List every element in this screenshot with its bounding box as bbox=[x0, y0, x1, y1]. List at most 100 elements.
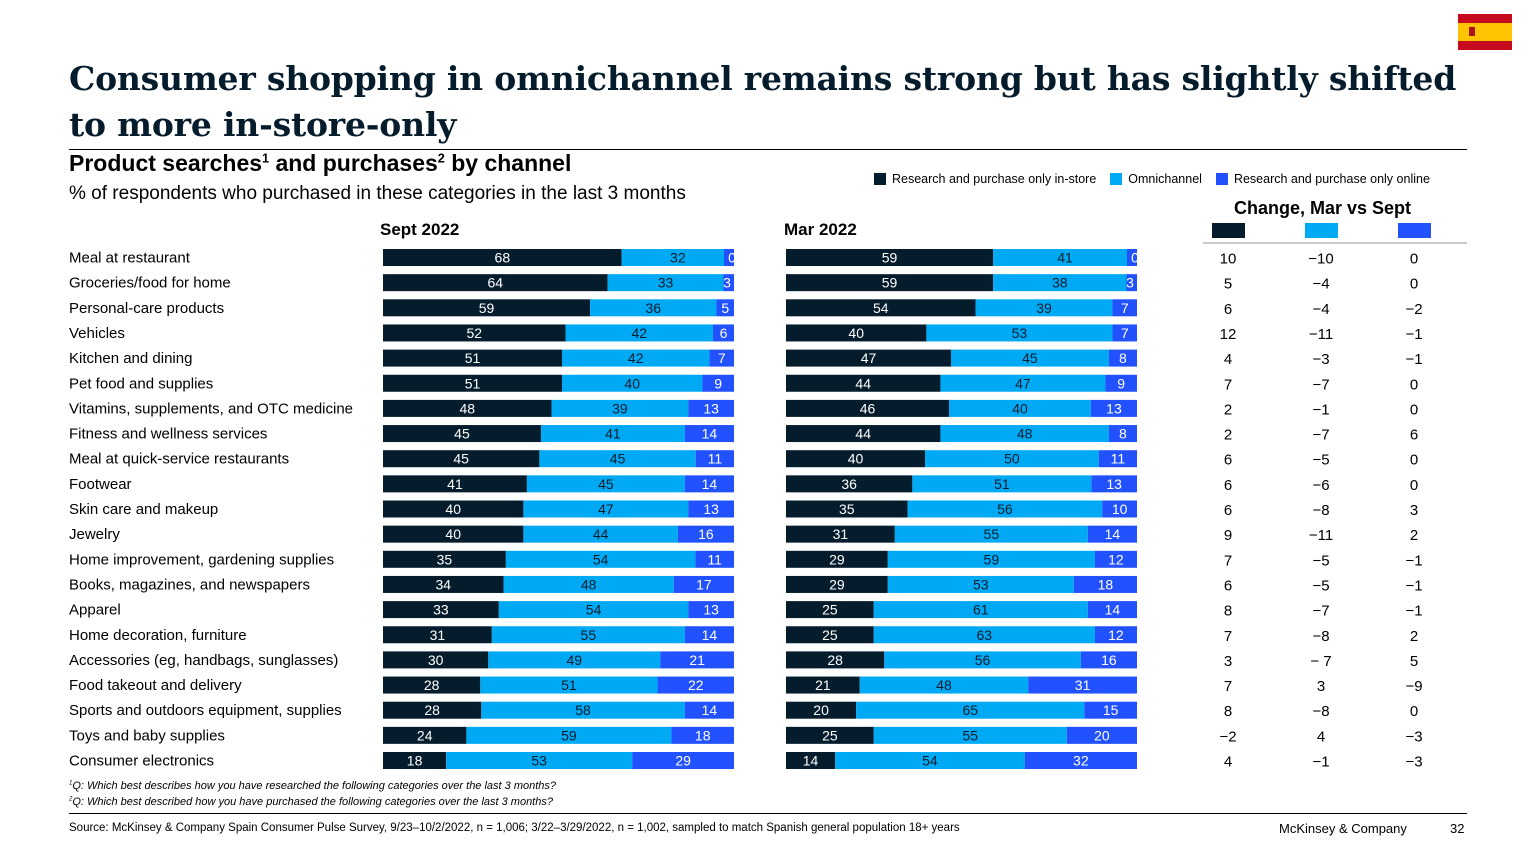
bar-label-mar-instore: 44 bbox=[855, 375, 871, 391]
bar-mar-instore bbox=[786, 324, 927, 342]
bar-label-mar-online: 14 bbox=[1105, 602, 1121, 618]
bar-mar-instore bbox=[786, 299, 976, 317]
bar-sept-instore bbox=[383, 726, 467, 744]
bar-mar-omnichannel bbox=[950, 349, 1109, 367]
bar-mar-omnichannel bbox=[912, 475, 1092, 493]
bar-label-mar-instore: 31 bbox=[833, 526, 849, 542]
bar-sept-instore bbox=[383, 349, 563, 367]
bar-mar-omnichannel bbox=[887, 575, 1074, 593]
spain-flag-icon bbox=[1458, 14, 1512, 50]
bar-mar-instore bbox=[786, 575, 888, 593]
change-value-omnichannel: −11 bbox=[1309, 326, 1333, 343]
bar-label-mar-online: 9 bbox=[1117, 375, 1125, 391]
bar-label-sept-omnichannel: 42 bbox=[631, 325, 647, 341]
bar-mar-omnichannel bbox=[835, 752, 1025, 769]
chart-legend: Research and purchase only in-store Omni… bbox=[874, 172, 1430, 186]
change-value-online: 2 bbox=[1410, 628, 1418, 645]
bar-label-mar-online: 11 bbox=[1111, 451, 1126, 467]
change-value-instore: 4 bbox=[1224, 351, 1232, 368]
legend-swatch-online bbox=[1215, 173, 1228, 185]
bar-mar-instore bbox=[786, 676, 860, 694]
change-swatch-omnichannel bbox=[1305, 223, 1338, 238]
bar-sept-instore bbox=[383, 249, 622, 266]
flag-stripe-top bbox=[1458, 14, 1512, 23]
change-value-instore: 12 bbox=[1220, 326, 1237, 343]
bar-label-sept-instore: 18 bbox=[407, 753, 423, 769]
bar-label-mar-omnichannel: 63 bbox=[977, 627, 993, 643]
bar-label-sept-omnichannel: 54 bbox=[586, 602, 602, 618]
bar-sept-instore bbox=[383, 752, 447, 769]
bar-sept-instore bbox=[383, 525, 524, 543]
bar-label-mar-instore: 20 bbox=[813, 702, 829, 718]
bar-mar-omnichannel bbox=[940, 374, 1106, 392]
bar-sept-instore bbox=[383, 324, 566, 342]
change-value-online: −9 bbox=[1405, 678, 1422, 695]
bar-mar-instore bbox=[786, 349, 951, 367]
bar-label-mar-online: 7 bbox=[1121, 300, 1129, 316]
bar-label-mar-omnichannel: 41 bbox=[1057, 250, 1073, 266]
bar-mar-online bbox=[1087, 601, 1137, 619]
bar-label-sept-online: 14 bbox=[702, 476, 718, 492]
change-value-instore: 6 bbox=[1224, 477, 1232, 494]
bar-sept-omnichannel bbox=[488, 651, 661, 669]
bar-sept-omnichannel bbox=[481, 701, 685, 719]
bar-mar-omnichannel bbox=[859, 676, 1029, 694]
panel-title-sept: Sept 2022 bbox=[380, 220, 459, 239]
bar-label-sept-instore: 64 bbox=[488, 275, 504, 291]
bar-label-sept-online: 21 bbox=[689, 652, 705, 668]
bar-label-sept-instore: 33 bbox=[433, 602, 449, 618]
change-value-instore: 3 bbox=[1224, 653, 1232, 670]
flag-coat-of-arms bbox=[1469, 27, 1475, 36]
bar-sept-instore bbox=[383, 626, 492, 644]
bar-label-sept-omnichannel: 48 bbox=[581, 576, 597, 592]
bar-sept-instore bbox=[383, 701, 482, 719]
bar-label-sept-online: 11 bbox=[707, 551, 722, 567]
change-value-omnichannel: −1 bbox=[1312, 754, 1329, 771]
footnote-2-mark: 2 bbox=[69, 796, 73, 803]
bar-label-mar-instore: 36 bbox=[841, 476, 857, 492]
chart-subtitle: Product searches1 and purchases2 by chan… bbox=[69, 150, 571, 177]
footer-rule bbox=[69, 813, 1467, 814]
change-value-instore: 10 bbox=[1220, 251, 1237, 268]
bar-mar-omnichannel bbox=[873, 601, 1088, 619]
bar-sept-instore bbox=[383, 500, 524, 518]
bar-label-mar-online: 12 bbox=[1108, 627, 1124, 643]
bar-mar-omnichannel bbox=[975, 299, 1113, 317]
bar-label-sept-omnichannel: 36 bbox=[645, 300, 661, 316]
bar-mar-online bbox=[1080, 651, 1137, 669]
bar-label-mar-omnichannel: 51 bbox=[994, 476, 1010, 492]
bar-label-sept-instore: 40 bbox=[445, 526, 461, 542]
bar-sept-omnichannel bbox=[498, 601, 689, 619]
bar-sept-online-zero bbox=[724, 249, 734, 266]
bar-mar-omnichannel bbox=[907, 500, 1103, 518]
bar-sept-instore bbox=[383, 475, 527, 493]
change-value-online: 5 bbox=[1410, 653, 1418, 670]
bar-label-mar-online: 12 bbox=[1108, 551, 1124, 567]
bar-label-sept-omnichannel: 55 bbox=[581, 627, 597, 643]
category-label: Home improvement, gardening supplies bbox=[69, 551, 334, 568]
category-label: Pet food and supplies bbox=[69, 375, 213, 392]
bar-label-mar-instore: 54 bbox=[873, 300, 889, 316]
bar-label-mar-instore: 14 bbox=[803, 753, 819, 769]
bar-label-sept-omnichannel: 39 bbox=[612, 400, 628, 416]
change-value-instore: 2 bbox=[1224, 401, 1232, 418]
bar-label-sept-instore: 45 bbox=[453, 451, 469, 467]
bar-label-mar-instore: 47 bbox=[861, 350, 877, 366]
brand-name: McKinsey & Company bbox=[1279, 821, 1407, 836]
bar-label-mar-omnichannel: 39 bbox=[1036, 300, 1052, 316]
change-value-instore: −2 bbox=[1219, 728, 1236, 745]
bar-mar-instore bbox=[786, 701, 857, 719]
bar-label-sept-online: 14 bbox=[702, 702, 718, 718]
bar-sept-instore bbox=[383, 399, 552, 417]
legend-swatch-omnichannel bbox=[1110, 173, 1123, 185]
bar-mar-online bbox=[1098, 450, 1137, 468]
change-value-online: 0 bbox=[1410, 376, 1418, 393]
bar-label-mar-omnichannel: 45 bbox=[1022, 350, 1038, 366]
category-label: Food takeout and delivery bbox=[69, 677, 242, 694]
bar-sept-omnichannel bbox=[526, 475, 685, 493]
bar-mar-online bbox=[1094, 626, 1137, 644]
subtitle-mid: and purchases bbox=[269, 150, 438, 176]
bar-sept-omnichannel bbox=[539, 450, 696, 468]
unit-note: % of respondents who purchased in these … bbox=[69, 183, 686, 204]
